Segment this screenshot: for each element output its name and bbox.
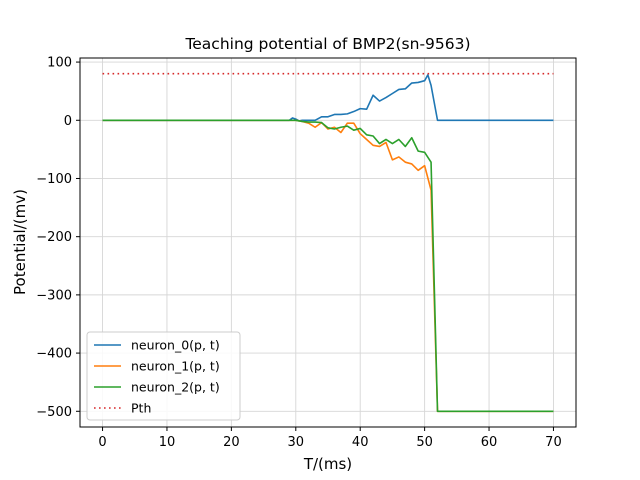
y-axis-label: Potential/(mv)	[11, 189, 29, 295]
x-tick-label: 0	[98, 435, 106, 450]
tick-layer: 0 10 20 30 40 50 60 70 100 0 −100 −200 −300 −400 −500	[36, 56, 561, 450]
legend-entry: neuron_0(p, t)	[131, 338, 220, 353]
y-tick-label: 0	[64, 114, 72, 129]
y-tick-label: −300	[36, 288, 72, 303]
x-tick-label: 10	[159, 435, 176, 450]
legend-entry: Pth	[131, 401, 151, 416]
legend-entry: neuron_2(p, t)	[131, 380, 220, 395]
x-tick-label: 40	[352, 435, 369, 450]
plot-frame	[79, 57, 577, 428]
legend-box	[86, 331, 241, 421]
x-tick-label: 70	[545, 435, 562, 450]
y-tick-label: −500	[36, 405, 72, 420]
legend-entry: neuron_1(p, t)	[131, 359, 220, 374]
x-tick-label: 20	[223, 435, 240, 450]
series-line-neuron-2-p-t	[102, 119, 554, 413]
x-tick-label: 50	[416, 435, 433, 450]
y-tick-label: −100	[36, 172, 72, 187]
y-tick-label: −400	[36, 347, 72, 362]
legend: neuron_0(p, t) neuron_1(p, t) neuron_2(p, …	[86, 331, 241, 421]
chart-title: Teaching potential of BMP2(sn-9563)	[184, 35, 470, 53]
series-layer	[102, 72, 554, 413]
x-tick-label: 60	[481, 435, 498, 450]
y-tick-label: −200	[36, 230, 72, 245]
series-line-neuron-1-p-t	[102, 119, 554, 413]
x-axis-label: T/(ms)	[303, 455, 352, 473]
y-tick-label: 100	[47, 56, 72, 71]
x-tick-label: 30	[288, 435, 305, 450]
